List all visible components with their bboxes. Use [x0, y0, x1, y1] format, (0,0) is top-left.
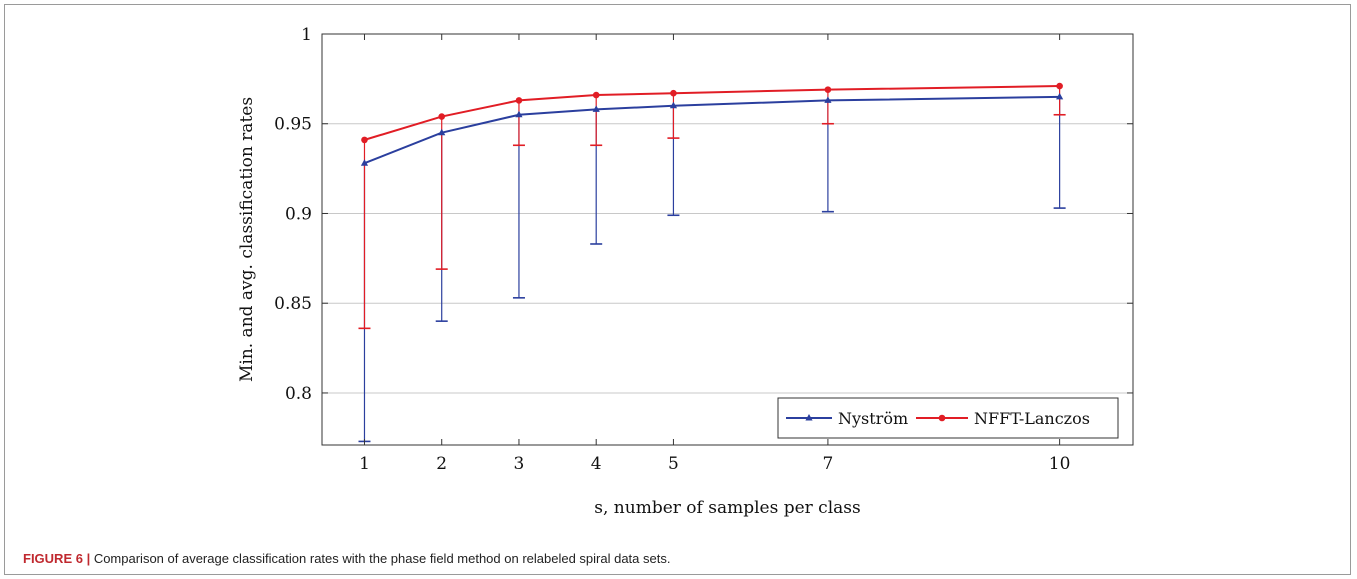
legend-marker-nystrom — [805, 414, 813, 421]
y-tick-label: 1 — [301, 25, 312, 45]
triangle-marker — [669, 101, 678, 109]
circle-marker — [592, 91, 600, 99]
series-line — [364, 85, 1060, 141]
triangle-marker — [438, 128, 446, 136]
legend-marker-nfft — [938, 414, 946, 422]
circle-marker — [824, 86, 832, 93]
circle-marker — [515, 97, 523, 104]
triangle-marker — [824, 96, 832, 103]
x-tick-label: 4 — [591, 454, 602, 474]
legend: Nyström NFFT-Lanczos — [777, 397, 1119, 439]
y-tick-label: 0.8 — [285, 384, 312, 404]
x-tick-label: 7 — [822, 454, 833, 474]
x-tick-label: 2 — [436, 454, 447, 474]
x-tick-label: 3 — [514, 454, 525, 474]
y-tick-label: 0.9 — [285, 204, 312, 224]
legend-label-nystrom: Nyström — [838, 409, 908, 428]
triangle-marker — [360, 159, 369, 166]
figure-caption: FIGURE 6 | Comparison of average classif… — [23, 551, 1343, 566]
y-tick-label: 0.85 — [274, 294, 312, 314]
series-line — [364, 95, 1060, 165]
triangle-marker — [515, 110, 523, 118]
x-axis-label: s, number of samples per class — [594, 498, 860, 518]
circle-marker — [438, 113, 446, 120]
x-tick-label: 1 — [359, 454, 370, 474]
circle-marker — [670, 89, 677, 97]
line-chart: 0.8 0.85 0.9 0.95 1 1 2 3 4 5 7 10 s, number of sam… — [237, 25, 1134, 518]
plot-area-border — [321, 33, 1134, 446]
y-tick-label: 0.95 — [274, 115, 312, 135]
triangle-marker — [592, 105, 600, 112]
x-tick-label: 10 — [1049, 454, 1071, 474]
axis-ticks: 0.8 0.85 0.9 0.95 1 1 2 3 4 5 7 10 — [274, 25, 1133, 474]
grid-lines — [322, 33, 1133, 394]
series-markers — [360, 82, 1064, 166]
x-tick-label: 5 — [668, 454, 679, 474]
legend-label-nfft: NFFT-Lanczos — [974, 409, 1090, 428]
figure-label: FIGURE 6 | — [23, 551, 91, 566]
figure-frame: 0.8 0.85 0.9 0.95 1 1 2 3 4 5 7 10 s, number of sam… — [4, 4, 1351, 575]
caption-text: Comparison of average classification rat… — [90, 551, 671, 566]
circle-marker — [361, 136, 368, 144]
error-bars — [358, 86, 1066, 443]
circle-marker — [1056, 82, 1063, 90]
series-lines — [364, 85, 1060, 165]
triangle-marker — [1056, 92, 1064, 100]
y-axis-label: Min. and avg. classification rates — [237, 97, 257, 382]
